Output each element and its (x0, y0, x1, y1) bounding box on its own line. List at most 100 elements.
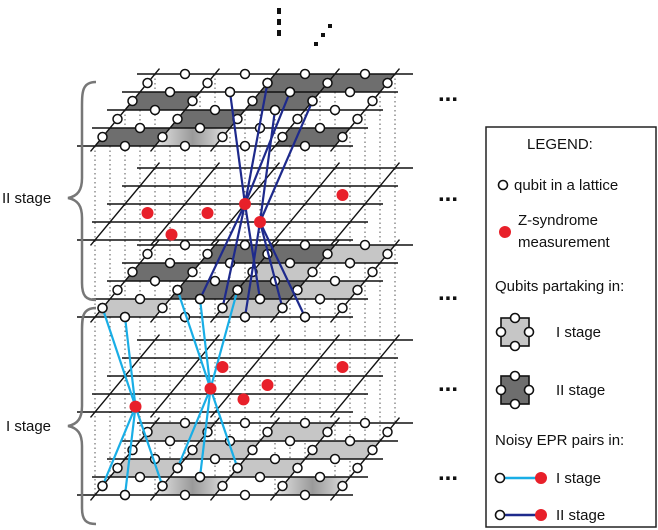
syndrome-dot (204, 382, 217, 395)
qubit-node (194, 471, 206, 483)
qubit-node (299, 417, 311, 429)
qubit-node (329, 104, 341, 116)
qubit-node (157, 302, 168, 314)
epr-line-stage1 (198, 388, 212, 478)
diagonal-continuation-dot (321, 33, 325, 37)
epr-line-stage2 (258, 100, 314, 223)
plaquette (170, 110, 245, 128)
ellipsis-5: ... (438, 459, 458, 486)
qubit-node (187, 95, 198, 107)
syndrome-dot (336, 361, 349, 373)
plaquette (95, 128, 170, 146)
syndrome-dot (165, 228, 178, 241)
qubit-node (307, 266, 318, 278)
qubit-node (382, 426, 393, 438)
qubit-node (262, 426, 273, 438)
epr-line-stage1 (198, 298, 212, 389)
syndrome-dot (141, 207, 154, 219)
epr-line-stage1 (123, 406, 137, 496)
qubit-node (314, 122, 326, 134)
qubit-node (299, 311, 311, 323)
legend: LEGEND: qubit in a lattice Z-syndrome me… (485, 126, 657, 528)
syndrome-dot (201, 207, 214, 219)
stage2-label: II stage (2, 190, 51, 207)
qubit-node (277, 302, 288, 314)
vertical-continuation-dot (277, 19, 281, 25)
qubit-node (217, 480, 228, 492)
epr-line-stage2 (228, 91, 247, 205)
legend-stage2-plaquette-icon (495, 370, 535, 410)
qubit-node (172, 462, 183, 474)
qubit-node (217, 302, 228, 314)
plaquette (155, 477, 230, 495)
qubit-node (209, 104, 221, 116)
qubit-node (359, 68, 371, 80)
epr-line-stage1 (123, 316, 137, 407)
qubit-node (307, 444, 318, 456)
qubit-node (134, 122, 146, 134)
qubit-node (359, 417, 371, 429)
qubit-node (164, 86, 176, 98)
lattice-column-line (329, 334, 401, 418)
qubit-node (232, 462, 243, 474)
qubit-node (187, 444, 198, 456)
syndrome-dot (216, 361, 229, 373)
syndrome-dot (261, 379, 274, 391)
epr-line-stage1 (209, 388, 239, 469)
qubit-node (217, 131, 228, 143)
qubit-node (262, 77, 273, 89)
syndrome-dot (237, 393, 250, 406)
qubit-node (97, 480, 108, 492)
epr-line-stage2 (243, 203, 262, 300)
qubit-node (172, 113, 183, 125)
ellipsis-3: ... (438, 279, 458, 306)
qubit-node (292, 113, 303, 125)
epr-line-stage2 (221, 203, 247, 309)
qubit-node (239, 489, 251, 501)
epr-line-stage2 (258, 109, 277, 223)
syndrome-markers (129, 189, 349, 413)
qubit-node (314, 471, 326, 483)
plaquette (320, 74, 395, 92)
qubit-node (172, 284, 183, 296)
plaquette (290, 281, 365, 299)
lattice-column-line (269, 334, 341, 418)
syndrome-dot (129, 400, 142, 413)
qubit-node (284, 86, 296, 98)
legend-title: LEGEND: (527, 136, 593, 153)
epr-line-stage2 (243, 82, 269, 205)
vertical-continuation-dot (277, 30, 281, 36)
qubit-node (209, 453, 221, 465)
qubit-node (142, 248, 153, 260)
qubit-node (134, 471, 146, 483)
qubit-node (179, 68, 191, 80)
qubit-node (97, 131, 108, 143)
qubit-node (344, 435, 356, 447)
diagonal-continuation-dot (314, 42, 318, 46)
qubit-node (359, 239, 371, 251)
plaquette (260, 423, 335, 441)
lattice-column-line (329, 162, 401, 246)
legend-syndrome-line1: Z-syndrome (518, 212, 598, 229)
qubit-node (119, 311, 131, 323)
syndrome-dot (336, 189, 349, 201)
qubit-node (164, 257, 176, 269)
qubit-node (277, 131, 288, 143)
epr-line-stage2 (199, 203, 246, 300)
epr-line-stage2 (259, 221, 306, 318)
lattice-column-line (149, 334, 221, 418)
plaquette (95, 299, 170, 317)
legend-partaking-header: Qubits partaking in: (495, 278, 624, 295)
qubit-node (329, 275, 341, 287)
qubit-node (344, 257, 356, 269)
qubit-node (202, 248, 213, 260)
lattice-column-line (149, 162, 221, 246)
qubit-node (269, 104, 281, 116)
qubit-node (127, 95, 138, 107)
plaquette (260, 245, 335, 263)
qubit-node (352, 462, 363, 474)
qubit-node (164, 435, 176, 447)
qubit-node (239, 417, 251, 429)
lattice-column-line (269, 162, 341, 246)
qubit-node (299, 239, 311, 251)
